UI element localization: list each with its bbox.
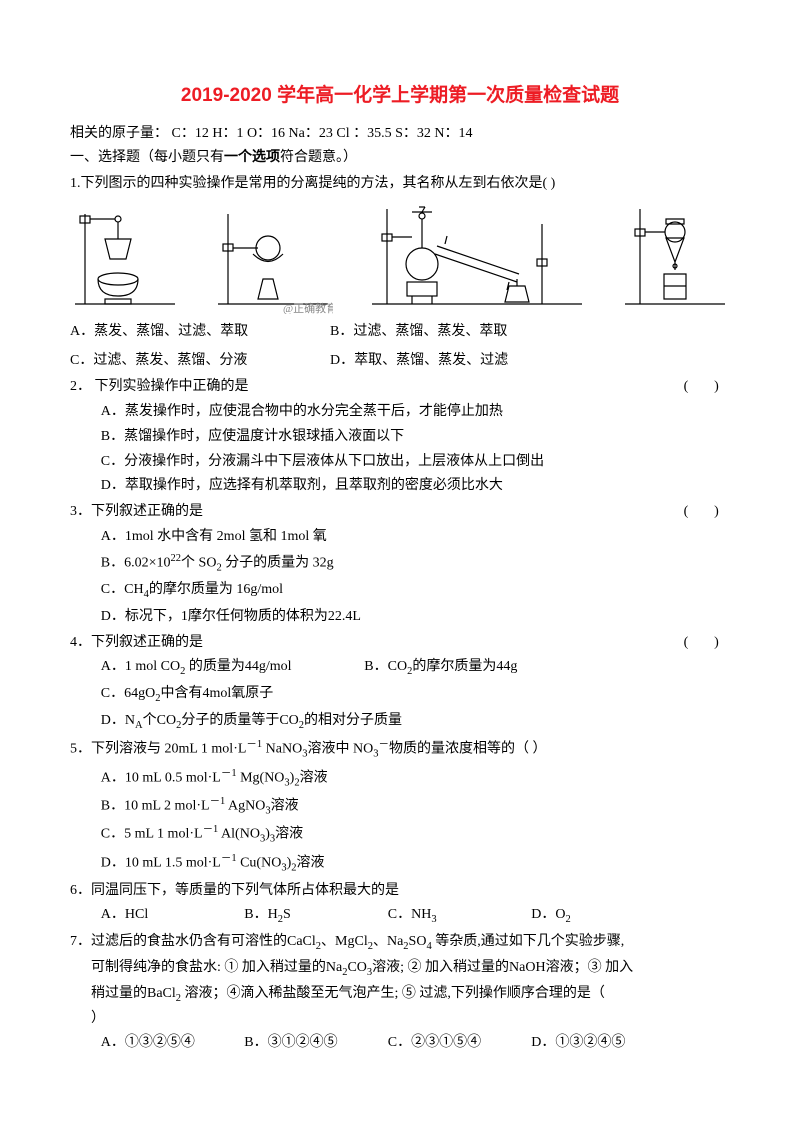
q1-stem: 1.下列图示的四种实验操作是常用的分离提纯的方法，其名称从左到右依次是( )	[70, 172, 730, 196]
q5-c: C．5 mL 1 mol·L－1 Al(NO3)3溶液	[101, 821, 730, 848]
section-header: 一、选择题（每小题只有一个选项符合题意。）	[70, 146, 730, 170]
diagram-3	[367, 204, 587, 314]
q4-row1: A．1 mol CO2 的质量为44g/mol B．CO2的摩尔质量为44g	[101, 655, 730, 681]
q5-d: D．10 mL 1.5 mol·L－1 Cu(NO3)2溶液	[101, 850, 730, 877]
q2-c: C．分液操作时，分液漏斗中下层液体从下口放出，上层液体从上口倒出	[101, 450, 730, 474]
watermark-icon: @正确教育	[283, 301, 333, 314]
q1-row1: A．蒸发、蒸馏、过滤、萃取 B．过滤、蒸馏、蒸发、萃取	[70, 320, 730, 344]
q6-a: A．HCl	[101, 903, 241, 927]
diagram-2: @正确教育	[213, 204, 333, 314]
q7-l2: 可制得纯净的食盐水: ① 加入稍过量的Na2CO3溶液; ② 加入稍过量的NaO…	[70, 956, 730, 982]
q3-d: D．标况下，1摩尔任何物质的体积为22.4L	[101, 605, 730, 629]
q7-l1: 7．过滤后的食盐水仍含有可溶性的CaCl2、MgCl2、Na2SO4 等杂质,通…	[70, 930, 730, 956]
q5-stem: 5．下列溶液与 20mL 1 mol·L－1 NaNO3溶液中 NO3－物质的量…	[70, 736, 730, 763]
q1-c: C．过滤、蒸发、蒸馏、分液	[70, 349, 330, 373]
q5-opts: A．10 mL 0.5 mol·L－1 Mg(NO3)2溶液 B．10 mL 2…	[70, 765, 730, 877]
q1-diagrams: @正确教育	[70, 204, 730, 314]
q7-opts: A．①③②⑤④ B．③①②④⑤ C．②③①⑤④ D．①③②④⑤	[70, 1031, 730, 1055]
q2-stem: 2． 下列实验操作中正确的是	[70, 379, 249, 394]
q3-stem: 3．下列叙述正确的是	[70, 504, 203, 519]
q5: 5．下列溶液与 20mL 1 mol·L－1 NaNO3溶液中 NO3－物质的量…	[70, 736, 730, 876]
q2-b: B．蒸馏操作时，应使温度计水银球插入液面以下	[101, 425, 730, 449]
q7-l3: 稍过量的BaCl2 溶液；④滴入稀盐酸至无气泡产生; ⑤ 过滤,下列操作顺序合理…	[70, 982, 730, 1008]
q4-paren: ( )	[684, 631, 730, 655]
q3-stem-row: 3．下列叙述正确的是 ( )	[70, 500, 730, 524]
q2-paren: ( )	[684, 375, 730, 399]
q7-l4: ）	[70, 1007, 730, 1031]
q1-a: A．蒸发、蒸馏、过滤、萃取	[70, 320, 330, 344]
q3-a: A．1mol 水中含有 2mol 氢和 1mol 氧	[101, 525, 730, 549]
q1: 1.下列图示的四种实验操作是常用的分离提纯的方法，其名称从左到右依次是( )	[70, 172, 730, 373]
q6: 6．同温同压下，等质量的下列气体所占体积最大的是 A．HCl B．H2S C．N…	[70, 879, 730, 928]
diagram-4	[620, 204, 730, 314]
q3-paren: ( )	[684, 500, 730, 524]
atomic-masses: 相关的原子量： C：12 H：1 O：16 Na：23 Cl ：35.5 S：3…	[70, 122, 730, 146]
q7: 7．过滤后的食盐水仍含有可溶性的CaCl2、MgCl2、Na2SO4 等杂质,通…	[70, 930, 730, 1055]
q6-stem: 6．同温同压下，等质量的下列气体所占体积最大的是	[70, 879, 730, 903]
q6-opts: A．HCl B．H2S C．NH3 D．O2	[70, 903, 730, 929]
q4-c: C．64gO2中含有4mol氧原子	[101, 682, 730, 708]
q2-opts: A．蒸发操作时，应使混合物中的水分完全蒸干后，才能停止加热 B．蒸馏操作时，应使…	[70, 400, 730, 498]
q4: 4．下列叙述正确的是 ( ) A．1 mol CO2 的质量为44g/mol B…	[70, 631, 730, 735]
q3-c: C．CH4的摩尔质量为 16g/mol	[101, 578, 730, 604]
exam-page: 2019-2020 学年高一化学上学期第一次质量检查试题 相关的原子量： C：1…	[0, 0, 800, 1095]
q3: 3．下列叙述正确的是 ( ) A．1mol 水中含有 2mol 氢和 1mol …	[70, 500, 730, 628]
q4-opts: A．1 mol CO2 的质量为44g/mol B．CO2的摩尔质量为44g C…	[70, 655, 730, 734]
q3-opts: A．1mol 水中含有 2mol 氢和 1mol 氧 B．6.02×1022个 …	[70, 525, 730, 629]
q2-stem-row: 2． 下列实验操作中正确的是 ( )	[70, 375, 730, 399]
section-a: 一、选择题（每小题只有	[70, 150, 224, 165]
q4-b: B．CO2的摩尔质量为44g	[364, 659, 517, 674]
q5-a: A．10 mL 0.5 mol·L－1 Mg(NO3)2溶液	[101, 765, 730, 792]
q5-b: B．10 mL 2 mol·L－1 AgNO3溶液	[101, 793, 730, 820]
q7-c: C．②③①⑤④	[388, 1031, 528, 1055]
q2-a: A．蒸发操作时，应使混合物中的水分完全蒸干后，才能停止加热	[101, 400, 730, 424]
q7-a: A．①③②⑤④	[101, 1031, 241, 1055]
q2-d: D．萃取操作时，应选择有机萃取剂，且萃取剂的密度必须比水大	[101, 474, 730, 498]
q4-stem-row: 4．下列叙述正确的是 ( )	[70, 631, 730, 655]
page-title: 2019-2020 学年高一化学上学期第一次质量检查试题	[70, 80, 730, 112]
q4-a: A．1 mol CO2 的质量为44g/mol	[101, 655, 361, 681]
q3-b: B．6.02×1022个 SO2 分子的质量为 32g	[101, 550, 730, 577]
q1-b: B．过滤、蒸馏、蒸发、萃取	[330, 320, 507, 344]
section-b: 一个选项	[224, 150, 280, 165]
q4-stem: 4．下列叙述正确的是	[70, 635, 203, 650]
q1-row2: C．过滤、蒸发、蒸馏、分液 D．萃取、蒸馏、蒸发、过滤	[70, 349, 730, 373]
q6-d: D．O2	[531, 903, 570, 929]
q6-c: C．NH3	[388, 903, 528, 929]
diagram-1	[70, 204, 180, 314]
q2: 2． 下列实验操作中正确的是 ( ) A．蒸发操作时，应使混合物中的水分完全蒸干…	[70, 375, 730, 498]
q6-b: B．H2S	[244, 903, 384, 929]
section-c: 符合题意。）	[280, 150, 357, 165]
q7-b: B．③①②④⑤	[244, 1031, 384, 1055]
q7-d: D．①③②④⑤	[531, 1031, 625, 1055]
q1-d: D．萃取、蒸馏、蒸发、过滤	[330, 349, 508, 373]
q4-d: D．NA个CO2分子的质量等于CO2的相对分子质量	[101, 709, 730, 735]
